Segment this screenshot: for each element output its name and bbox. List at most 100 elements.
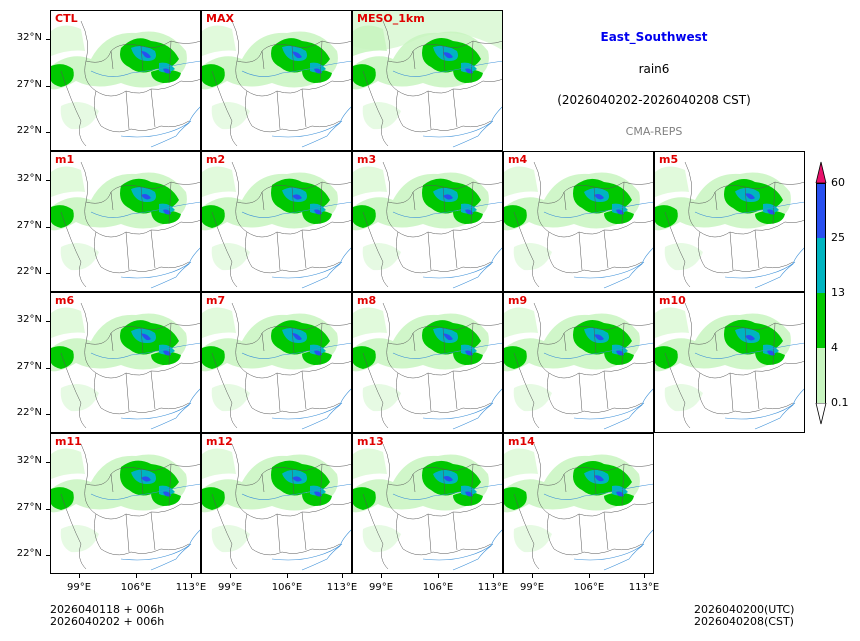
member-panel: MAX	[201, 10, 352, 151]
intense-rain-area	[163, 350, 171, 356]
moderate-rain-area	[604, 350, 634, 365]
lon-tick-mark	[493, 574, 494, 578]
rivers	[694, 342, 804, 420]
lon-tick-label: 106°E	[120, 582, 152, 593]
lat-tick-mark	[46, 273, 50, 274]
precip-map	[51, 443, 200, 571]
intense-rain-area	[443, 333, 453, 341]
light-rain-area	[211, 243, 250, 271]
coastline	[603, 529, 653, 571]
heavy-rain-area	[310, 203, 326, 214]
coastline	[301, 388, 351, 430]
panel-label: m7	[206, 294, 226, 307]
panel-label: m5	[659, 153, 679, 166]
intense-rain-area	[292, 333, 302, 341]
intense-rain-area	[465, 350, 473, 356]
province-boundaries	[664, 161, 804, 288]
coastline	[452, 106, 502, 148]
province-boundaries	[211, 302, 351, 429]
province-boundaries	[362, 161, 502, 288]
coastline	[452, 247, 502, 289]
member-panel: m1	[50, 151, 201, 292]
region-title: East_Southwest	[600, 30, 708, 44]
member-panel: m8	[352, 292, 503, 433]
lat-tick-label: 22°N	[16, 266, 42, 277]
light-rain-area	[353, 166, 387, 197]
member-panel: MESO_1km	[352, 10, 503, 151]
light-rain-area	[51, 448, 85, 479]
lat-tick-mark	[46, 509, 50, 510]
rivers	[241, 342, 351, 420]
colorbar-level-label: 25	[831, 231, 845, 244]
coastline	[754, 388, 804, 430]
precip-map	[353, 11, 502, 148]
lat-tick-label: 32°N	[16, 173, 42, 184]
panel-label: m12	[206, 435, 233, 448]
precip-map	[51, 302, 200, 430]
lat-tick-mark	[46, 227, 50, 228]
light-rain-area	[513, 384, 552, 412]
coastline	[603, 388, 653, 430]
heavy-rain-area	[461, 344, 477, 355]
intense-rain-area	[767, 350, 775, 356]
intense-rain-area	[443, 194, 453, 200]
intense-rain-area	[314, 68, 322, 74]
light-rain-area	[362, 384, 401, 412]
lon-tick-label: 99°E	[66, 582, 92, 593]
member-panel: CTL	[50, 10, 201, 151]
intense-rain-area	[314, 491, 322, 497]
panel-label: m1	[55, 153, 75, 166]
lon-tick-mark	[438, 574, 439, 578]
panel-label: m9	[508, 294, 528, 307]
colorbar-level-label: 13	[831, 286, 845, 299]
precip-map	[202, 161, 351, 289]
coastline	[301, 247, 351, 289]
panel-label: m2	[206, 153, 226, 166]
lon-tick-mark	[136, 574, 137, 578]
light-rain-area	[211, 525, 250, 553]
intense-rain-area	[163, 491, 171, 497]
lat-tick-label: 22°N	[16, 125, 42, 136]
lat-tick-mark	[46, 86, 50, 87]
panel-label: m11	[55, 435, 82, 448]
precip-map	[202, 20, 351, 148]
member-panel: m4	[503, 151, 654, 292]
lon-tick-mark	[381, 574, 382, 578]
province-boundaries	[60, 161, 200, 288]
lon-tick-label: 99°E	[368, 582, 394, 593]
lon-tick-label: 113°E	[628, 582, 660, 593]
lon-tick-mark	[287, 574, 288, 578]
member-panel: m5	[654, 151, 805, 292]
intense-rain-area	[292, 194, 302, 200]
colorbar-level-label: 60	[831, 176, 845, 189]
light-rain-area	[202, 307, 236, 338]
member-panel: m13	[352, 433, 503, 574]
lat-tick-mark	[46, 180, 50, 181]
lon-tick-label: 106°E	[271, 582, 303, 593]
lon-tick-mark	[230, 574, 231, 578]
rivers	[241, 60, 351, 138]
moderate-rain-area	[755, 350, 785, 365]
coastline	[150, 388, 200, 430]
coastline	[150, 529, 200, 571]
lat-tick-label: 27°N	[16, 79, 42, 90]
member-panel: m11	[50, 433, 201, 574]
heavy-rain-area	[461, 62, 477, 73]
rivers	[241, 201, 351, 279]
province-boundaries	[211, 20, 351, 147]
panel-label: m3	[357, 153, 377, 166]
panel-label: m6	[55, 294, 75, 307]
province-boundaries	[664, 302, 804, 429]
intense-rain-area	[767, 209, 775, 215]
light-rain-area	[60, 102, 99, 130]
intense-rain-area	[616, 350, 624, 356]
heavy-rain-area	[461, 203, 477, 214]
lat-tick-mark	[46, 321, 50, 322]
light-rain-area	[211, 102, 250, 130]
light-rain-area	[60, 384, 99, 412]
light-rain-area	[51, 166, 85, 197]
panel-label: CTL	[55, 12, 78, 25]
member-panel: m6	[50, 292, 201, 433]
light-rain-area	[362, 243, 401, 271]
